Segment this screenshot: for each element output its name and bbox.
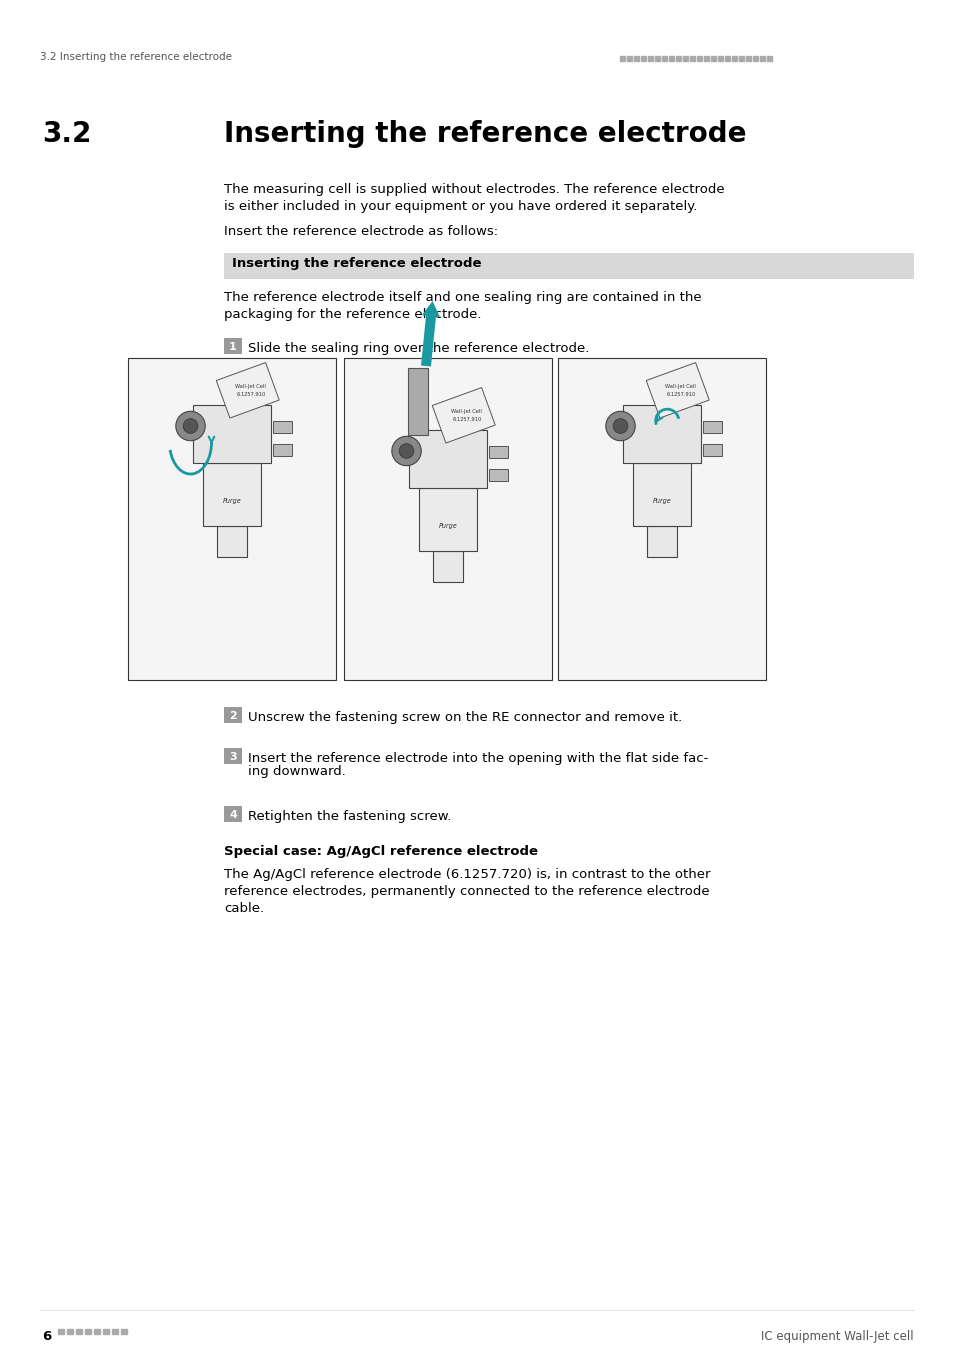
Text: 6.1257.910: 6.1257.910 [665,392,695,397]
Text: 3.2: 3.2 [42,120,91,148]
Bar [224,338,242,354]
Bar [633,463,690,525]
Text: 6: 6 [42,1330,51,1343]
Bar [647,525,676,558]
Bar [67,1328,73,1334]
Text: 4: 4 [229,810,236,819]
Bar [224,707,242,724]
Bar [760,55,764,61]
Text: ing downward.: ing downward. [248,765,346,778]
Bar [739,55,743,61]
Bar [274,444,292,456]
Bar [689,55,695,61]
Text: Unscrew the fastening screw on the RE connector and remove it.: Unscrew the fastening screw on the RE co… [248,711,681,724]
Text: packaging for the reference electrode.: packaging for the reference electrode. [224,308,481,321]
Bar [718,55,722,61]
Text: 6.1257.910: 6.1257.910 [452,417,481,423]
Bar [640,55,645,61]
Bar [697,55,701,61]
Text: cable.: cable. [224,902,264,915]
Bar [193,405,271,463]
Bar [344,358,552,680]
Bar [224,252,913,279]
Text: The Ag/AgCl reference electrode (6.1257.720) is, in contrast to the other: The Ag/AgCl reference electrode (6.1257.… [224,868,710,882]
Text: 6.1257.910: 6.1257.910 [236,392,265,397]
Circle shape [398,444,414,459]
Bar [710,55,716,61]
Bar [745,55,750,61]
Bar [203,463,260,525]
Bar [85,1328,91,1334]
Bar [702,421,721,433]
Text: Retighten the fastening screw.: Retighten the fastening screw. [248,810,451,824]
Bar [731,55,737,61]
Bar [489,446,508,459]
Circle shape [392,436,421,466]
Text: 3.2 Inserting the reference electrode: 3.2 Inserting the reference electrode [40,53,232,62]
Bar [224,748,242,764]
Bar [655,55,659,61]
Bar [121,1328,127,1334]
Bar [489,468,508,482]
Polygon shape [432,387,495,443]
Bar [766,55,771,61]
Bar [408,431,487,487]
Text: Inserting the reference electrode: Inserting the reference electrode [224,120,745,148]
Bar [94,1328,100,1334]
Text: reference electrodes, permanently connected to the reference electrode: reference electrodes, permanently connec… [224,886,709,898]
Bar [661,55,666,61]
Text: Purge: Purge [652,498,671,504]
Bar [676,55,680,61]
Bar [703,55,708,61]
Circle shape [175,412,205,440]
Bar [408,369,428,435]
Bar [702,444,721,456]
Bar [668,55,673,61]
Bar [752,55,758,61]
Text: Wall-Jet Cell: Wall-Jet Cell [665,383,696,389]
Bar [433,551,462,582]
Bar [76,1328,82,1334]
Bar [217,525,247,558]
Polygon shape [216,363,279,418]
Bar [622,405,700,463]
Text: Purge: Purge [438,522,456,529]
Text: Wall-Jet Cell: Wall-Jet Cell [235,383,266,389]
Polygon shape [645,363,708,418]
Bar [103,1328,109,1334]
Bar [724,55,729,61]
Bar [128,358,335,680]
Text: Inserting the reference electrode: Inserting the reference electrode [232,256,481,270]
Text: Purge: Purge [222,498,241,504]
Bar [274,421,292,433]
Bar [224,806,242,822]
Bar [682,55,687,61]
Text: Insert the reference electrode into the opening with the flat side fac-: Insert the reference electrode into the … [248,752,708,765]
Text: 3: 3 [229,752,236,761]
Text: 2: 2 [229,711,236,721]
Bar [58,1328,64,1334]
Bar [112,1328,118,1334]
Circle shape [183,418,197,433]
Text: The measuring cell is supplied without electrodes. The reference electrode: The measuring cell is supplied without e… [224,184,724,196]
Text: is either included in your equipment or you have ordered it separately.: is either included in your equipment or … [224,200,697,213]
Text: Slide the sealing ring over the reference electrode.: Slide the sealing ring over the referenc… [248,342,589,355]
Text: Special case: Ag/AgCl reference electrode: Special case: Ag/AgCl reference electrod… [224,845,537,859]
Bar [619,55,624,61]
Text: IC equipment Wall-Jet cell: IC equipment Wall-Jet cell [760,1330,913,1343]
FancyArrow shape [420,301,439,366]
Text: Wall-Jet Cell: Wall-Jet Cell [451,409,482,413]
Text: The reference electrode itself and one sealing ring are contained in the: The reference electrode itself and one s… [224,292,700,304]
Bar [626,55,631,61]
Text: Insert the reference electrode as follows:: Insert the reference electrode as follow… [224,225,497,238]
Circle shape [605,412,635,440]
Bar [634,55,639,61]
Circle shape [613,418,627,433]
Bar [418,487,476,551]
Bar [558,358,765,680]
Bar [647,55,652,61]
Text: 1: 1 [229,342,236,352]
